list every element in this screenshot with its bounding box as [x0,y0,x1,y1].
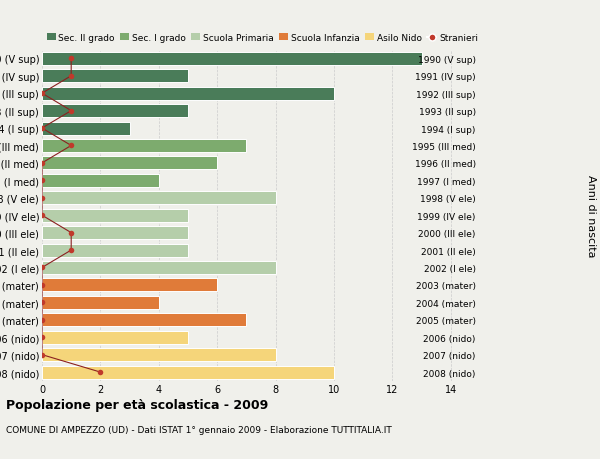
Point [37,299,47,306]
Text: Anni di nascita: Anni di nascita [586,174,596,257]
Bar [42,140,247,153]
Point [67,73,76,80]
Bar [42,331,188,344]
Bar [42,209,188,222]
Point [37,160,47,167]
Bar [42,296,159,309]
Bar [42,122,130,135]
Point [37,282,47,289]
Point [67,108,76,115]
Bar [42,105,188,118]
Text: Popolazione per età scolastica - 2009: Popolazione per età scolastica - 2009 [6,398,268,411]
Bar [42,279,217,292]
Bar [42,366,334,379]
Point [37,264,47,272]
Bar [42,70,188,83]
Legend: Sec. II grado, Sec. I grado, Scuola Primaria, Scuola Infanzia, Asilo Nido, Stran: Sec. II grado, Sec. I grado, Scuola Prim… [47,34,478,43]
Point [67,142,76,150]
Bar [42,244,188,257]
Bar [42,53,422,66]
Bar [42,261,275,274]
Point [37,351,47,358]
Point [67,230,76,237]
Bar [42,348,275,361]
Point [67,56,76,63]
Bar [42,227,188,240]
Bar [42,157,217,170]
Point [37,212,47,219]
Point [37,195,47,202]
Point [37,125,47,133]
Bar [42,313,247,327]
Point [37,90,47,98]
Point [37,334,47,341]
Point [67,247,76,254]
Text: COMUNE DI AMPEZZO (UD) - Dati ISTAT 1° gennaio 2009 - Elaborazione TUTTITALIA.IT: COMUNE DI AMPEZZO (UD) - Dati ISTAT 1° g… [6,425,392,434]
Point [37,177,47,185]
Point [95,369,105,376]
Bar [42,174,159,187]
Point [37,316,47,324]
Bar [42,192,275,205]
Bar [42,88,334,101]
